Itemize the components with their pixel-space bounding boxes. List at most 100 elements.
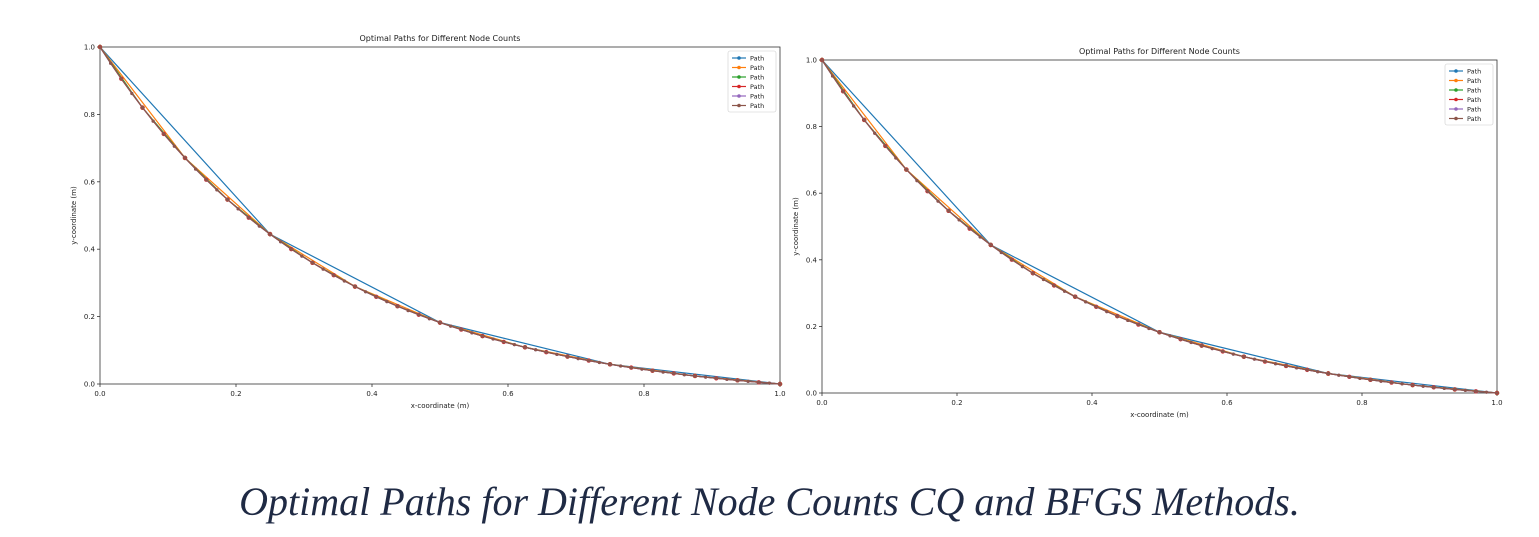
series-point-6: [385, 300, 389, 304]
series-point-6: [1178, 337, 1183, 341]
series-point-6: [194, 167, 198, 171]
series-point-6: [1242, 355, 1246, 359]
series-point-6: [894, 156, 898, 160]
series-point-6: [1062, 289, 1067, 293]
chart-left-svg: Optimal Paths for Different Node Counts 0…: [70, 34, 786, 410]
chart-title: Optimal Paths for Different Node Counts: [1079, 47, 1240, 56]
series-point-6: [1400, 382, 1404, 386]
legend-marker: [1454, 107, 1458, 111]
x-tick-label: 1.0: [1491, 399, 1502, 407]
legend-label: Path: [750, 55, 764, 63]
series-point-6: [130, 91, 134, 96]
series-point-6: [204, 178, 208, 182]
y-tick-label: 0.6: [84, 178, 96, 186]
legend-label: Path: [1467, 96, 1481, 104]
series-point-6: [925, 189, 930, 193]
legend-marker: [737, 84, 741, 89]
series-point-6: [172, 144, 176, 148]
series-point-6: [257, 224, 261, 228]
series-point-6: [353, 284, 357, 289]
plot-frame: [99, 46, 781, 385]
series-point-6: [619, 364, 623, 368]
series-point-6: [757, 380, 761, 384]
series-point-6: [225, 197, 230, 202]
series-point-6: [767, 381, 771, 385]
series-line-4: [821, 59, 1498, 394]
series-point-6: [587, 359, 591, 363]
series-point-6: [1432, 385, 1436, 389]
series-point-6: [946, 209, 951, 213]
series-point-6: [672, 371, 676, 376]
y-tick-label: 0.6: [806, 190, 818, 198]
series-point-6: [1136, 322, 1141, 327]
y-tick-label: 0.8: [806, 123, 817, 131]
y-tick-label: 0.4: [806, 256, 818, 264]
series-point-6: [640, 367, 644, 371]
series-point-6: [374, 295, 378, 299]
series-point-6: [1295, 366, 1299, 370]
series-point-6: [1484, 390, 1489, 394]
series-point-6: [1189, 340, 1193, 345]
series-point-6: [395, 304, 400, 308]
series-point-6: [523, 345, 527, 349]
legend-label: Path: [1467, 68, 1481, 76]
series-point-6: [1474, 389, 1478, 393]
legend-marker: [1454, 78, 1458, 83]
legend-marker: [1454, 116, 1458, 121]
series-point-6: [830, 74, 835, 78]
series-point-6: [1157, 330, 1162, 334]
series-point-6: [406, 308, 410, 313]
series-point-6: [1041, 277, 1046, 282]
series-point-6: [1147, 326, 1151, 331]
series-point-6: [650, 369, 655, 373]
series-point-6: [417, 313, 421, 317]
series-point-6: [904, 167, 908, 172]
series-point-6: [555, 352, 559, 357]
legend-label: Path: [1467, 87, 1481, 95]
series-point-6: [289, 247, 293, 251]
series-point-6: [215, 188, 219, 192]
series-line-4: [99, 46, 781, 385]
series-point-6: [989, 243, 993, 247]
legend-marker: [737, 56, 741, 60]
x-tick-label: 0.8: [638, 390, 649, 398]
x-tick-label: 0.0: [816, 399, 827, 407]
series-line-3: [821, 59, 1498, 394]
x-tick-label: 0.2: [230, 390, 241, 398]
series-point-6: [714, 376, 718, 380]
series-point-6: [247, 216, 251, 220]
x-tick-label: 0.6: [1221, 399, 1233, 407]
series-point-6: [321, 267, 325, 271]
series-point-6: [544, 350, 548, 354]
y-tick-label: 0.2: [84, 313, 95, 321]
y-axis-label: y-coordinate (m): [792, 197, 800, 256]
series-point-6: [1421, 384, 1425, 388]
series-point-6: [1263, 359, 1267, 364]
series-point-6: [862, 118, 866, 122]
series-point-6: [1126, 318, 1130, 323]
series-point-6: [183, 156, 187, 160]
legend-marker: [1454, 69, 1458, 73]
y-axis-label: y-coordinate (m): [70, 186, 78, 245]
y-tick-label: 1.0: [84, 44, 95, 52]
x-tick-label: 0.4: [1086, 399, 1098, 407]
series-line-6: [821, 59, 1498, 394]
series-point-6: [1010, 258, 1014, 262]
series-point-6: [852, 104, 856, 108]
legend-label: Path: [1467, 77, 1481, 85]
x-tick-label: 0.0: [94, 390, 105, 398]
series-point-6: [268, 232, 272, 236]
series-point-6: [332, 273, 336, 277]
x-tick-label: 0.6: [502, 390, 514, 398]
series-point-6: [1368, 378, 1373, 382]
series-point-6: [300, 254, 304, 258]
series-point-6: [1273, 362, 1278, 366]
series-point-6: [778, 382, 782, 386]
series-line-2: [99, 46, 781, 385]
series-point-6: [883, 144, 887, 148]
legend-label: Path: [750, 93, 764, 101]
series-point-6: [449, 324, 453, 328]
legend-label: Path: [1467, 115, 1481, 123]
series-point-6: [841, 89, 845, 93]
series-point-6: [310, 261, 315, 265]
